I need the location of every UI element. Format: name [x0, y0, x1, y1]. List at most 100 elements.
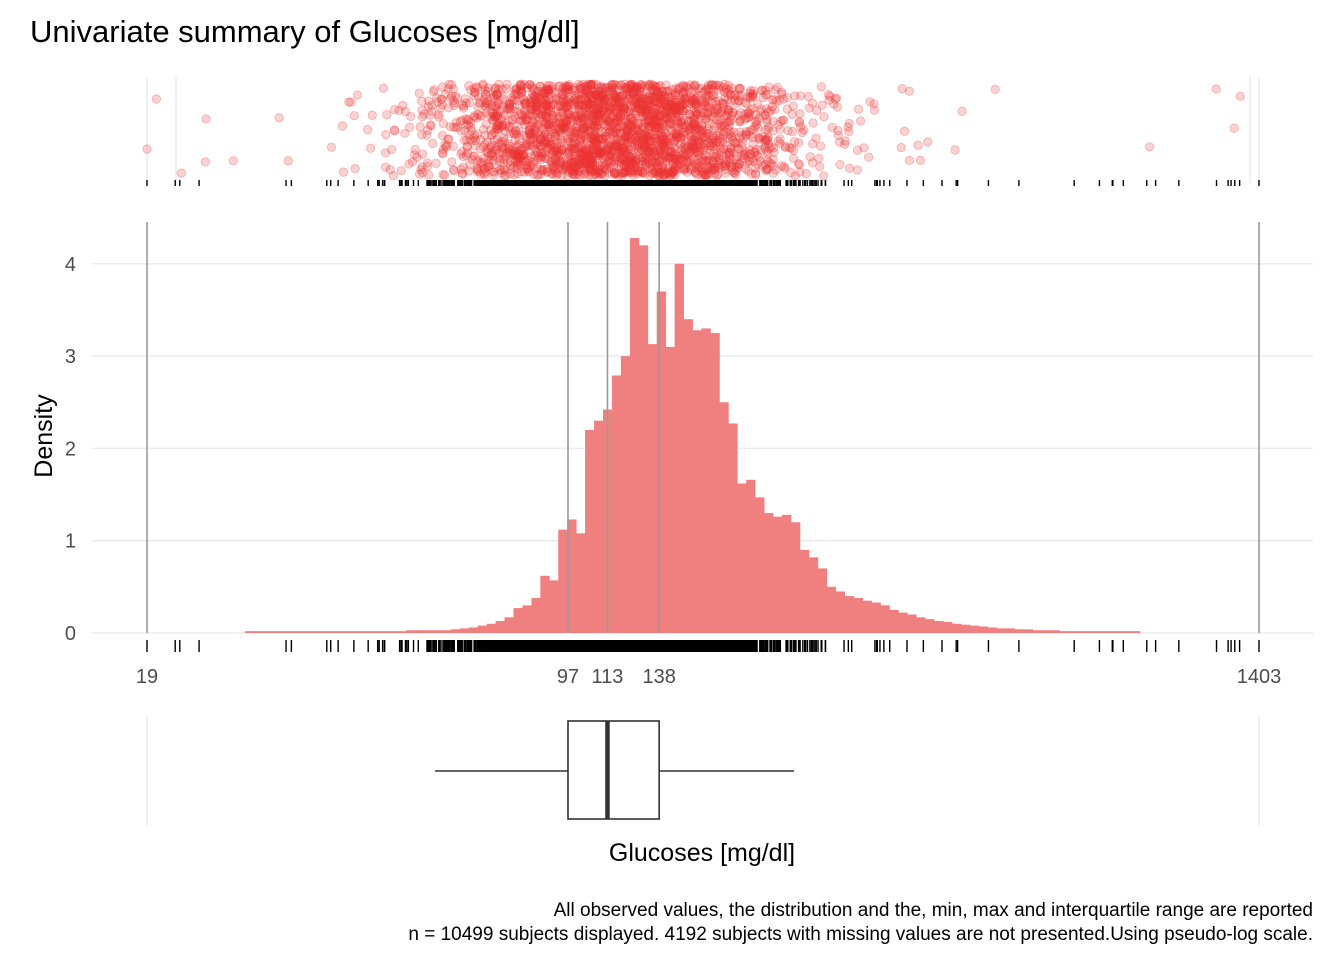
histogram-bar: [978, 626, 989, 633]
jitter-point: [776, 161, 787, 171]
jitter-point: [827, 122, 837, 133]
jitter-point: [438, 144, 449, 154]
jitter-point: [557, 87, 567, 97]
jitter-point: [808, 139, 818, 149]
jitter-point: [923, 137, 933, 147]
jitter-point: [532, 139, 542, 149]
jitter-point: [524, 126, 534, 136]
jitter-point: [556, 150, 567, 160]
jitter-point: [400, 128, 410, 139]
jitter-point: [464, 130, 474, 140]
jitter-point: [512, 160, 522, 171]
jitter-point: [404, 159, 414, 169]
jitter-point: [619, 168, 629, 178]
histogram-bar: [531, 597, 541, 633]
jitter-point: [807, 158, 818, 168]
jitter-point: [746, 125, 756, 135]
jitter-point: [326, 142, 337, 152]
jitter-point: [678, 106, 688, 116]
jitter-point: [481, 98, 491, 108]
jitter-point: [852, 165, 863, 175]
histogram-bar: [1104, 631, 1114, 633]
jitter-point: [717, 134, 727, 144]
jitter-point: [633, 98, 644, 109]
jitter-point: [612, 142, 622, 152]
jitter-point: [596, 146, 607, 157]
jitter-point: [757, 85, 767, 96]
jitter-point: [517, 156, 527, 166]
jitter-point: [684, 155, 694, 165]
jitter-point: [766, 105, 776, 115]
jitter-point: [556, 127, 566, 138]
jitter-point: [670, 155, 680, 165]
jitter-point: [414, 169, 425, 179]
histogram-bar: [370, 631, 380, 633]
histogram-bar: [844, 596, 854, 633]
histogram-bar: [710, 333, 720, 633]
jitter-point: [592, 80, 602, 90]
jitter-point: [745, 145, 755, 155]
histogram-bar: [790, 522, 801, 633]
jitter-point: [658, 140, 669, 150]
jitter-point: [670, 98, 681, 108]
jitter-point: [710, 144, 720, 154]
jitter-point: [591, 116, 601, 127]
jitter-point: [678, 142, 688, 153]
jitter-point: [831, 93, 842, 103]
jitter-point: [555, 125, 565, 136]
jitter-point: [681, 120, 691, 131]
jitter-point: [659, 109, 669, 119]
jitter-point: [625, 132, 636, 143]
histogram-bar: [889, 609, 899, 633]
jitter-point: [638, 137, 648, 147]
jitter-point: [570, 128, 580, 138]
histogram-bar: [495, 621, 505, 633]
histogram-bar: [343, 631, 353, 633]
jitter-point: [406, 111, 416, 122]
jitter-point: [513, 168, 523, 179]
jitter-point: [629, 82, 639, 93]
jitter-point: [612, 129, 622, 139]
jitter-point: [1145, 142, 1155, 152]
jitter-point: [587, 100, 597, 110]
jitter-point: [808, 118, 818, 128]
jitter-point: [575, 147, 585, 157]
jitter-point: [648, 118, 658, 128]
jitter-point: [604, 142, 614, 152]
jitter-point: [645, 171, 655, 181]
jitter-point: [680, 93, 690, 103]
jitter-point: [708, 163, 719, 173]
jitter-point: [701, 91, 712, 102]
histogram-bar: [468, 627, 479, 633]
jitter-point: [606, 97, 616, 107]
jitter-point: [814, 153, 824, 163]
jitter-point: [641, 109, 651, 119]
jitter-point: [459, 152, 469, 162]
jitter-point: [520, 99, 530, 109]
jitter-point: [775, 139, 785, 149]
jitter-point: [742, 158, 753, 168]
jitter-point: [575, 158, 585, 168]
jitter-point: [554, 113, 564, 124]
jitter-point: [410, 144, 420, 155]
jitter-point: [588, 148, 599, 159]
jitter-point: [469, 111, 479, 121]
jitter-point: [681, 122, 691, 132]
jitter-point: [1211, 84, 1221, 94]
jitter-point: [654, 168, 664, 178]
jitter-point: [835, 159, 845, 170]
histogram-bar: [817, 568, 828, 633]
histogram-bar: [486, 623, 496, 633]
jitter-point: [899, 126, 910, 136]
jitter-point: [600, 96, 610, 106]
jitter-point: [666, 108, 677, 118]
jitter-point: [542, 167, 552, 177]
jitter-point: [689, 136, 699, 146]
jitter-point: [689, 82, 699, 92]
jitter-point: [488, 115, 498, 125]
jitter-point: [483, 152, 494, 162]
jitter-point: [699, 169, 709, 179]
jitter-point: [672, 129, 682, 139]
jitter-point: [795, 109, 805, 119]
